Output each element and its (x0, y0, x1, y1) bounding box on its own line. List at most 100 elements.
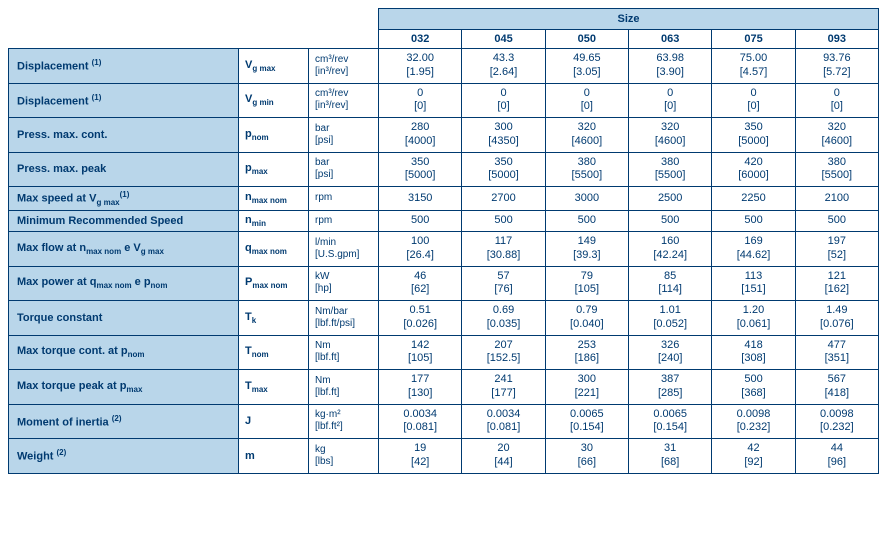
data-cell: 32.00[1.95] (379, 49, 462, 84)
table-row: Press. max. cont.pnombar[psi]280[4000]30… (9, 118, 879, 153)
data-cell: 253[186] (545, 335, 628, 370)
data-cell: 380[5500] (629, 152, 712, 187)
data-cell: 93.76[5.72] (795, 49, 878, 84)
size-row: 032 045 050 063 075 093 (9, 30, 879, 49)
data-cell: 100[26.4] (379, 232, 462, 267)
data-cell: 0.0065[0.154] (545, 404, 628, 439)
row-symbol: Vg max (239, 49, 309, 84)
row-label: Press. max. peak (9, 152, 239, 187)
size-header: Size (379, 9, 879, 30)
row-symbol: nmax nom (239, 187, 309, 211)
data-cell: 500 (545, 210, 628, 231)
row-symbol: m (239, 439, 309, 474)
data-cell: 418[308] (712, 335, 795, 370)
row-unit: l/min[U.S.gpm] (309, 232, 379, 267)
table-row: Displacement (1)Vg mincm³/rev[in³/rev]0[… (9, 83, 879, 118)
row-unit: kg[lbs] (309, 439, 379, 474)
row-label: Max torque cont. at pnom (9, 335, 239, 370)
data-cell: 500 (795, 210, 878, 231)
table-row: Max torque peak at pmaxTmaxNm[lbf.ft]177… (9, 370, 879, 405)
table-row: Displacement (1)Vg maxcm³/rev[in³/rev]32… (9, 49, 879, 84)
data-cell: 42[92] (712, 439, 795, 474)
data-cell: 2100 (795, 187, 878, 211)
data-cell: 3150 (379, 187, 462, 211)
data-cell: 0.0098[0.232] (712, 404, 795, 439)
data-cell: 0.51[0.026] (379, 301, 462, 336)
data-cell: 500 (462, 210, 545, 231)
data-cell: 177[130] (379, 370, 462, 405)
data-cell: 75.00[4.57] (712, 49, 795, 84)
data-cell: 350[5000] (379, 152, 462, 187)
table-row: Weight (2)mkg[lbs]19[42]20[44]30[66]31[6… (9, 439, 879, 474)
row-label: Press. max. cont. (9, 118, 239, 153)
data-cell: 121[162] (795, 266, 878, 301)
row-label: Max speed at Vg max(1) (9, 187, 239, 211)
data-cell: 326[240] (629, 335, 712, 370)
row-label: Max flow at nmax nom e Vg max (9, 232, 239, 267)
row-unit: cm³/rev[in³/rev] (309, 83, 379, 118)
table-row: Torque constantTkNm/bar[lbf.ft/psi]0.51[… (9, 301, 879, 336)
data-cell: 280[4000] (379, 118, 462, 153)
row-symbol: qmax nom (239, 232, 309, 267)
data-cell: 380[5500] (545, 152, 628, 187)
data-cell: 0[0] (795, 83, 878, 118)
data-cell: 420[6000] (712, 152, 795, 187)
row-label: Max power at qmax nom e pnom (9, 266, 239, 301)
size-col: 075 (712, 30, 795, 49)
row-label: Minimum Recommended Speed (9, 210, 239, 231)
spec-table: Size 032 045 050 063 075 093 Displacemen… (8, 8, 879, 474)
data-cell: 1.01[0.052] (629, 301, 712, 336)
row-label: Max torque peak at pmax (9, 370, 239, 405)
data-cell: 567[418] (795, 370, 878, 405)
row-symbol: Tnom (239, 335, 309, 370)
data-cell: 500 (712, 210, 795, 231)
data-cell: 500[368] (712, 370, 795, 405)
row-unit: bar[psi] (309, 118, 379, 153)
row-label: Displacement (1) (9, 49, 239, 84)
data-cell: 0[0] (545, 83, 628, 118)
row-unit: Nm/bar[lbf.ft/psi] (309, 301, 379, 336)
data-cell: 320[4600] (545, 118, 628, 153)
table-row: Max speed at Vg max(1)nmax nomrpm3150270… (9, 187, 879, 211)
data-cell: 207[152.5] (462, 335, 545, 370)
data-cell: 477[351] (795, 335, 878, 370)
row-symbol: Vg min (239, 83, 309, 118)
data-cell: 46[62] (379, 266, 462, 301)
data-cell: 44[96] (795, 439, 878, 474)
data-cell: 2700 (462, 187, 545, 211)
data-cell: 0[0] (379, 83, 462, 118)
data-cell: 0.69[0.035] (462, 301, 545, 336)
corner-empty-2 (9, 30, 379, 49)
size-col: 032 (379, 30, 462, 49)
data-cell: 20[44] (462, 439, 545, 474)
size-col: 063 (629, 30, 712, 49)
data-cell: 0[0] (629, 83, 712, 118)
data-cell: 31[68] (629, 439, 712, 474)
size-col: 050 (545, 30, 628, 49)
data-cell: 1.20[0.061] (712, 301, 795, 336)
data-cell: 0.0034[0.081] (379, 404, 462, 439)
data-cell: 85[114] (629, 266, 712, 301)
data-cell: 0[0] (462, 83, 545, 118)
row-symbol: nmin (239, 210, 309, 231)
data-cell: 300[221] (545, 370, 628, 405)
data-cell: 320[4600] (795, 118, 878, 153)
corner-empty (9, 9, 379, 30)
row-symbol: pmax (239, 152, 309, 187)
row-unit: cm³/rev[in³/rev] (309, 49, 379, 84)
table-row: Max power at qmax nom e pnomPmax nomkW[h… (9, 266, 879, 301)
data-cell: 19[42] (379, 439, 462, 474)
data-cell: 1.49[0.076] (795, 301, 878, 336)
data-cell: 380[5500] (795, 152, 878, 187)
table-head: Size 032 045 050 063 075 093 (9, 9, 879, 49)
data-cell: 169[44.62] (712, 232, 795, 267)
data-cell: 117[30.88] (462, 232, 545, 267)
data-cell: 350[5000] (462, 152, 545, 187)
data-cell: 0.0034[0.081] (462, 404, 545, 439)
data-cell: 79[105] (545, 266, 628, 301)
table-body: Displacement (1)Vg maxcm³/rev[in³/rev]32… (9, 49, 879, 474)
data-cell: 113[151] (712, 266, 795, 301)
table-row: Minimum Recommended Speednminrpm50050050… (9, 210, 879, 231)
table-row: Max torque cont. at pnomTnomNm[lbf.ft]14… (9, 335, 879, 370)
data-cell: 300[4350] (462, 118, 545, 153)
